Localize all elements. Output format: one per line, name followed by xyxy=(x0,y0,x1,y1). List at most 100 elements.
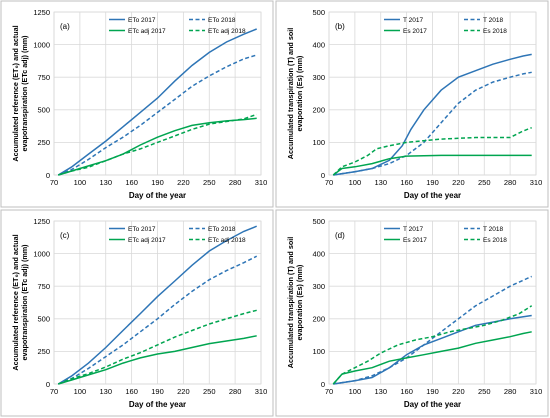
series-line-2 xyxy=(333,71,532,176)
y-tick-label: 250 xyxy=(37,138,50,147)
x-tick-label: 280 xyxy=(504,178,517,187)
panel-border xyxy=(275,0,549,208)
legend-label: T 2018 xyxy=(483,226,504,233)
y-tick-label: 200 xyxy=(312,106,325,115)
x-tick-label: 250 xyxy=(478,178,491,187)
x-axis-label: Day of the year xyxy=(129,191,186,200)
series-line-4 xyxy=(58,113,257,176)
y-tick-label: 400 xyxy=(312,249,325,258)
legend-label: T 2017 xyxy=(403,226,424,233)
y-axis-label: Accumulated transpiration (T) and soil xyxy=(286,28,295,159)
series-line-2 xyxy=(333,275,533,385)
x-tick-label: 70 xyxy=(50,178,58,187)
x-tick-label: 70 xyxy=(50,387,58,396)
x-tick-label: 190 xyxy=(426,387,439,396)
legend-label: ETc adj 2017 xyxy=(128,237,166,244)
chart-panel-4: 0 100 200 300 400 500 70 100 130 160 190 220 250 280 3… xyxy=(275,209,549,417)
legend-label: ETo 2018 xyxy=(208,226,236,233)
legend-label: T 2018 xyxy=(483,17,504,24)
x-tick-label: 70 xyxy=(325,178,333,187)
y-tick-label: 300 xyxy=(312,282,325,291)
series-line-2 xyxy=(58,255,258,385)
y-axis-label: evapotranspiration (ETc adj) (mm) xyxy=(20,244,29,361)
y-tick-label: 1250 xyxy=(33,8,50,17)
legend-label: ETo 2018 xyxy=(208,17,236,24)
y-tick-label: 100 xyxy=(312,138,325,147)
x-tick-label: 130 xyxy=(99,178,112,187)
legend-label: Es 2018 xyxy=(483,237,507,244)
x-tick-label: 130 xyxy=(99,387,112,396)
x-tick-label: 280 xyxy=(229,178,242,187)
x-tick-label: 220 xyxy=(452,178,465,187)
x-axis-label: Day of the year xyxy=(129,400,186,409)
x-axis-label: Day of the year xyxy=(404,400,461,409)
y-tick-label: 500 xyxy=(37,315,50,324)
y-tick-label: 0 xyxy=(321,380,325,389)
y-axis-label: Accumulated reference (ET₀) and actual xyxy=(11,25,20,161)
y-axis-label: Accumulated reference (ET₀) and actual xyxy=(11,234,20,370)
legend-label: Es 2017 xyxy=(403,237,427,244)
legend-label: Es 2018 xyxy=(483,28,507,35)
x-tick-label: 160 xyxy=(400,387,413,396)
legend-label: ETc adj 2017 xyxy=(128,28,166,35)
series-line-3 xyxy=(332,331,532,385)
x-tick-label: 190 xyxy=(426,178,439,187)
legend-label: ETc adj 2018 xyxy=(208,237,246,244)
y-axis-label: evapotranspiration (ETc adj) (mm) xyxy=(20,35,29,152)
y-tick-label: 400 xyxy=(312,40,325,49)
series-line-4 xyxy=(58,309,257,385)
plot-area xyxy=(328,220,537,385)
x-tick-label: 250 xyxy=(203,178,216,187)
y-tick-label: 0 xyxy=(321,171,325,180)
x-tick-label: 190 xyxy=(151,387,164,396)
series-line-4 xyxy=(332,126,532,176)
x-tick-label: 220 xyxy=(452,387,465,396)
series-line-1 xyxy=(57,225,257,385)
series-line-3 xyxy=(332,154,532,176)
chart-panel-2: 0 100 200 300 400 500 70 100 130 160 190 220 250 280 3… xyxy=(275,0,549,208)
panel-border xyxy=(0,0,274,208)
x-tick-label: 160 xyxy=(400,178,413,187)
x-tick-label: 100 xyxy=(349,387,362,396)
y-tick-label: 200 xyxy=(312,315,325,324)
x-tick-label: 160 xyxy=(125,178,138,187)
y-tick-label: 0 xyxy=(46,171,50,180)
y-tick-label: 1000 xyxy=(33,40,50,49)
x-tick-label: 190 xyxy=(151,178,164,187)
y-tick-label: 500 xyxy=(312,217,325,226)
x-tick-label: 250 xyxy=(478,387,491,396)
chart-panel-3: 0 250 500 750 1000 1250 70 100 130 160 190 220 250 28… xyxy=(0,209,274,417)
y-tick-label: 750 xyxy=(37,282,50,291)
x-tick-label: 310 xyxy=(255,387,268,396)
x-tick-label: 130 xyxy=(374,178,387,187)
panel-label: (a) xyxy=(60,22,70,31)
plot-area xyxy=(328,11,537,176)
panel-border xyxy=(0,209,274,417)
series-line-1 xyxy=(57,28,257,176)
y-axis-label: evaporation (Es) (mm) xyxy=(295,55,304,131)
x-tick-label: 220 xyxy=(177,387,190,396)
y-tick-label: 300 xyxy=(312,73,325,82)
panel-label: (c) xyxy=(60,231,70,240)
legend-label: ETo 2017 xyxy=(128,226,156,233)
x-tick-label: 310 xyxy=(255,178,268,187)
legend-label: ETo 2017 xyxy=(128,17,156,24)
y-tick-label: 1250 xyxy=(33,217,50,226)
legend-label: ETc adj 2018 xyxy=(208,28,246,35)
y-tick-label: 500 xyxy=(312,8,325,17)
panel-border xyxy=(275,209,549,417)
legend-label: Es 2017 xyxy=(403,28,427,35)
y-tick-label: 500 xyxy=(37,106,50,115)
legend-label: T 2017 xyxy=(403,17,424,24)
x-tick-label: 130 xyxy=(374,387,387,396)
y-axis-label: Accumulated transpiration (T) and soil xyxy=(286,237,295,368)
series-line-4 xyxy=(332,305,533,385)
y-axis-label: evaporation (Es) (mm) xyxy=(295,264,304,340)
plot-area xyxy=(53,220,262,385)
y-tick-label: 250 xyxy=(37,347,50,356)
x-tick-label: 100 xyxy=(349,178,362,187)
y-tick-label: 100 xyxy=(312,347,325,356)
x-tick-label: 280 xyxy=(229,387,242,396)
x-tick-label: 100 xyxy=(74,387,87,396)
